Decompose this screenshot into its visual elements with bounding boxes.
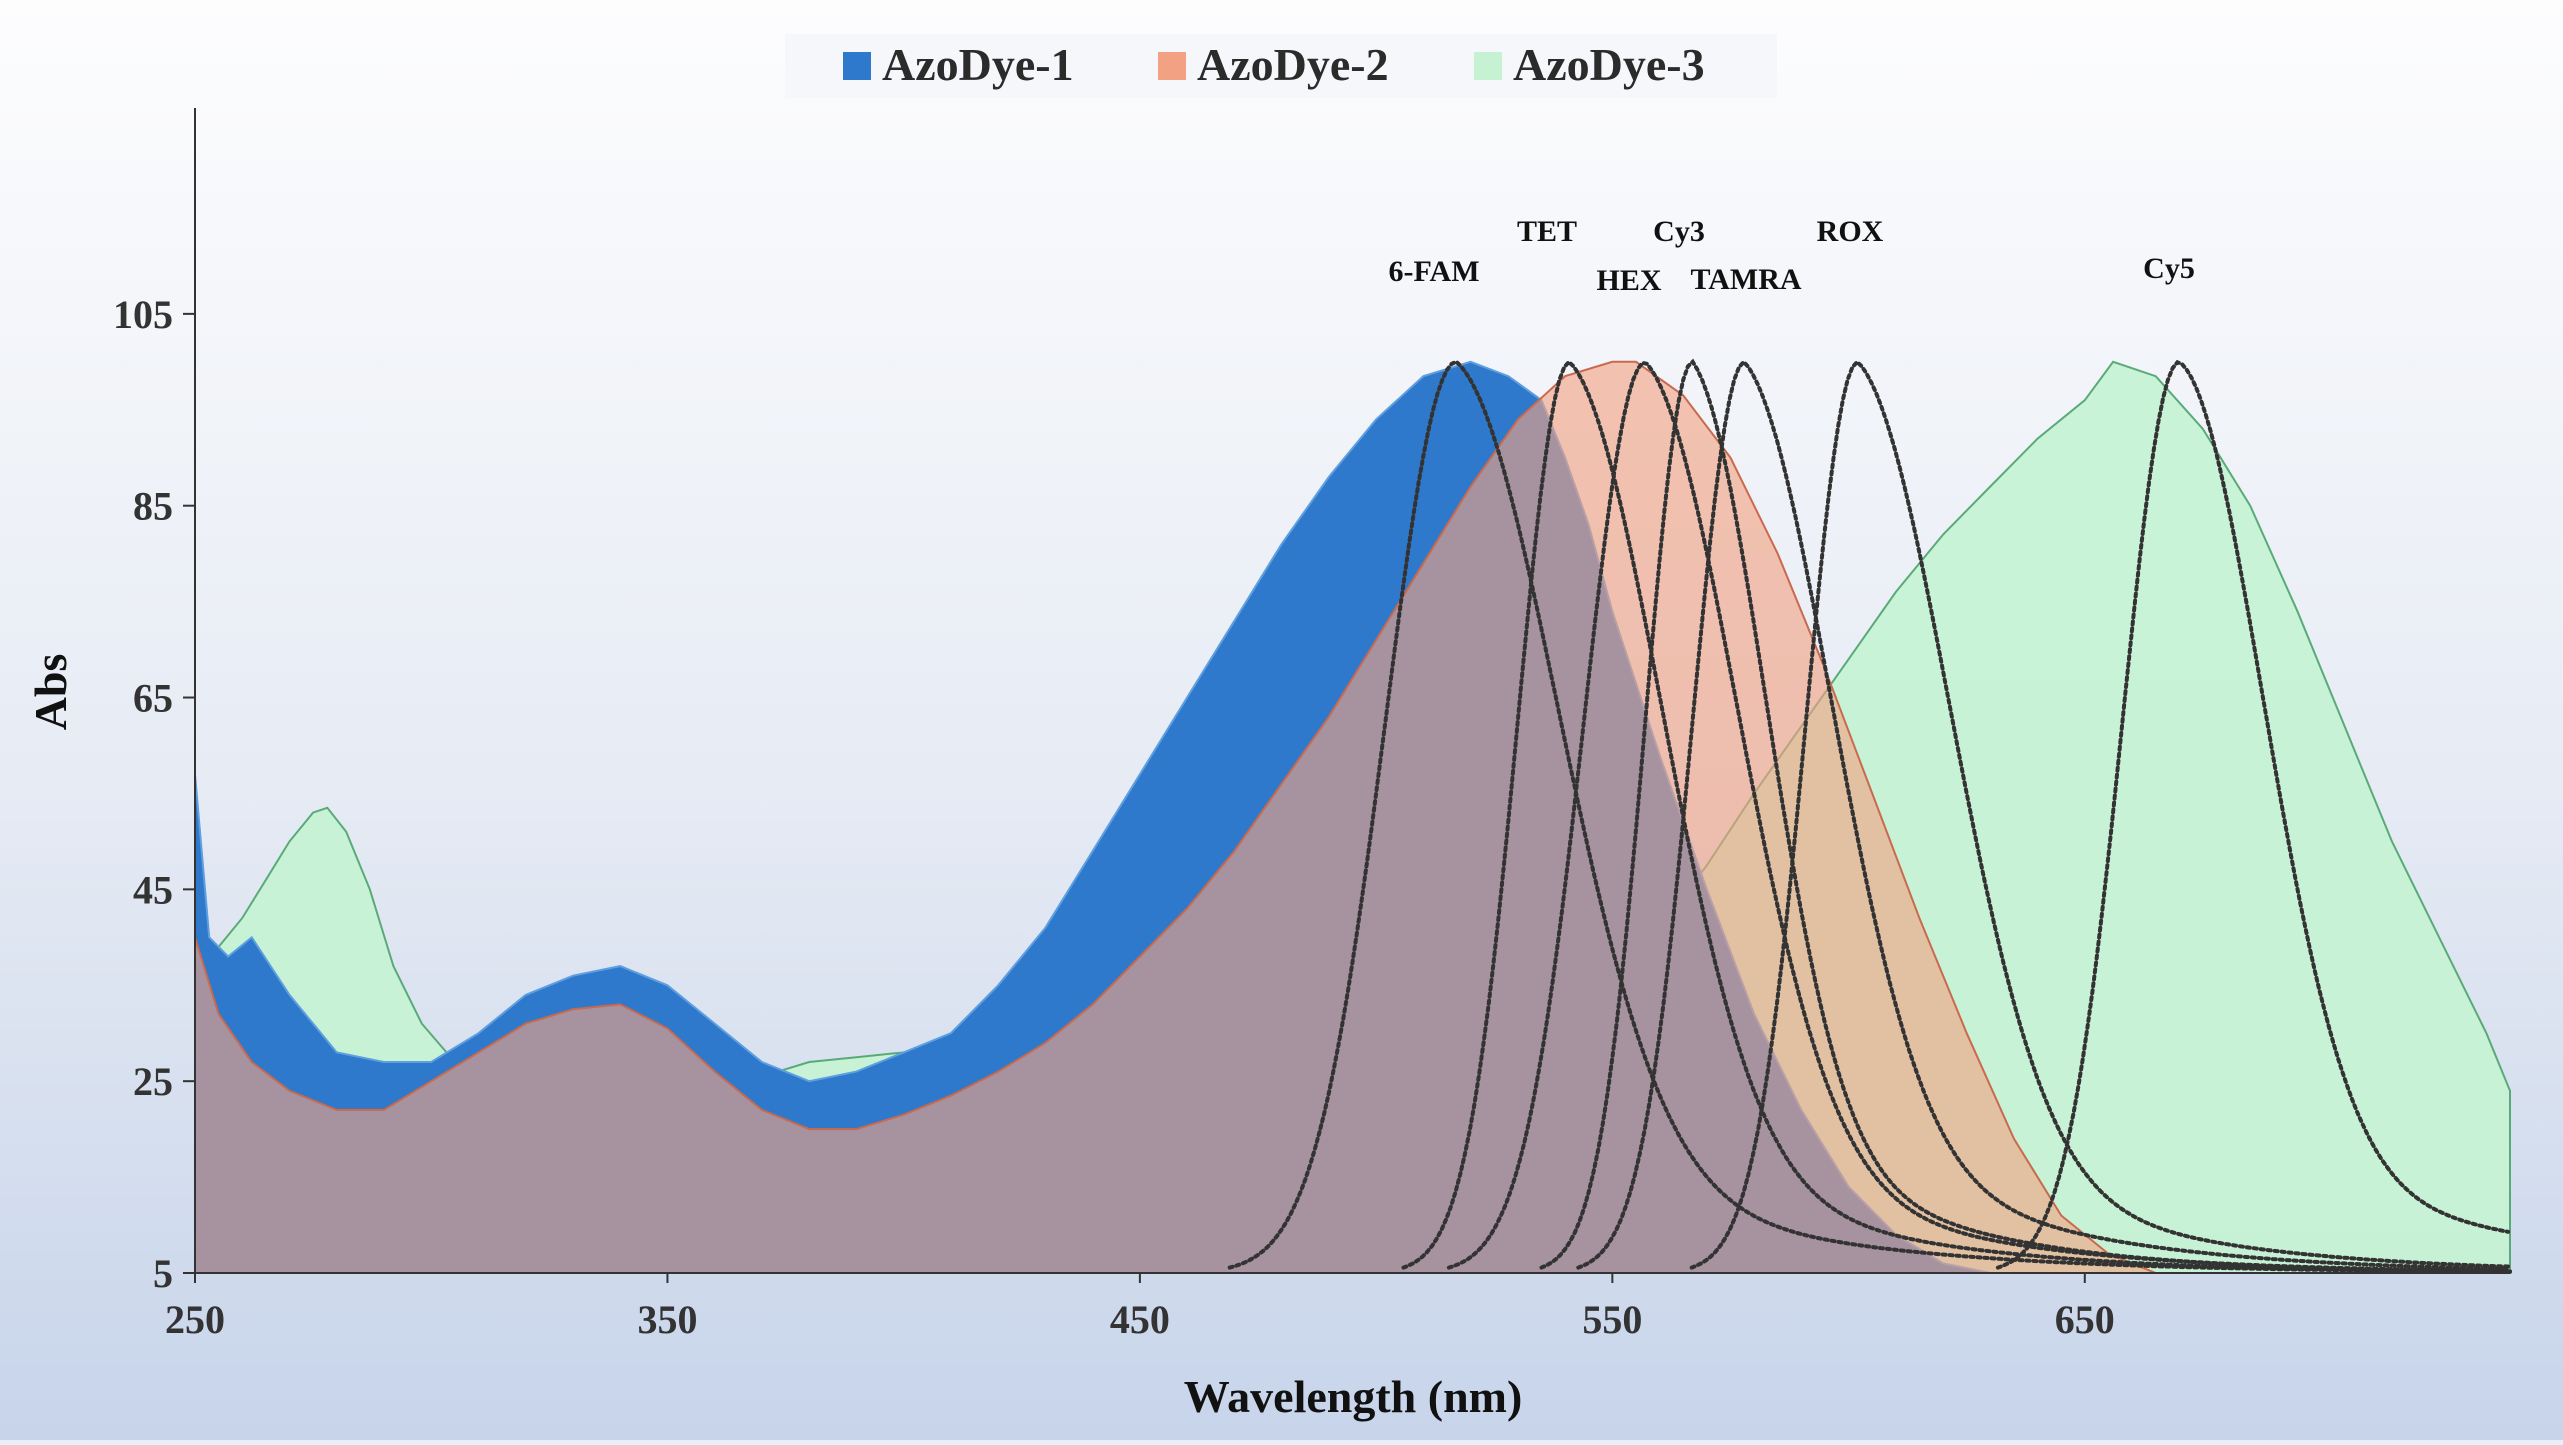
reference-label-cy5: Cy5 [2143, 252, 2195, 285]
reference-curve-cy3 [1539, 358, 2512, 1274]
legend: AzoDye-1 AzoDye-2 AzoDye-3 [785, 34, 1777, 98]
reference-label-tet: TET [1517, 215, 1577, 248]
legend-label-azodye-2: AzoDye-2 [1197, 39, 1389, 90]
reference-curve-cy5 [1995, 359, 2511, 1270]
y-tick-label: 65 [133, 676, 173, 721]
x-tick-label: 550 [1582, 1297, 1642, 1342]
legend-label-azodye-3: AzoDye-3 [1513, 39, 1705, 90]
y-tick-label: 85 [133, 484, 173, 529]
legend-swatch-azodye-1 [843, 52, 871, 80]
legend-swatch-azodye-3 [1474, 52, 1502, 80]
legend-background [785, 34, 1777, 98]
legend-label-azodye-1: AzoDye-1 [882, 39, 1074, 90]
legend-swatch-azodye-2 [1158, 52, 1186, 80]
reference-dye-curves [1227, 358, 2512, 1274]
area-azodye-2 [194, 360, 2157, 1274]
reference-label-6-fam: 6-FAM [1388, 255, 1479, 288]
reference-label-hex: HEX [1596, 264, 1661, 297]
x-tick-label: 450 [1110, 1297, 1170, 1342]
reference-label-tamra: TAMRA [1690, 263, 1801, 296]
reference-curve-rox [1689, 359, 2512, 1270]
x-tick-label: 250 [165, 1297, 225, 1342]
reference-label-cy3: Cy3 [1653, 215, 1705, 248]
reference-dye-labels: 6-FAM TET HEX Cy3 TAMRA ROX Cy5 [1388, 215, 2194, 297]
y-tick-label: 25 [133, 1059, 173, 1104]
x-axis-ticks: 250 350 450 550 650 [165, 1273, 2115, 1342]
reference-label-rox: ROX [1817, 215, 1884, 248]
y-tick-label: 5 [153, 1251, 173, 1296]
y-tick-label: 105 [113, 292, 173, 337]
x-tick-label: 650 [2055, 1297, 2115, 1342]
y-axis-ticks: 5 25 45 65 85 105 [113, 292, 195, 1296]
x-tick-label: 350 [637, 1297, 697, 1342]
y-tick-label: 45 [133, 867, 173, 912]
y-axis-label: Abs [25, 654, 76, 731]
x-axis-label: Wavelength (nm) [1184, 1371, 1523, 1422]
